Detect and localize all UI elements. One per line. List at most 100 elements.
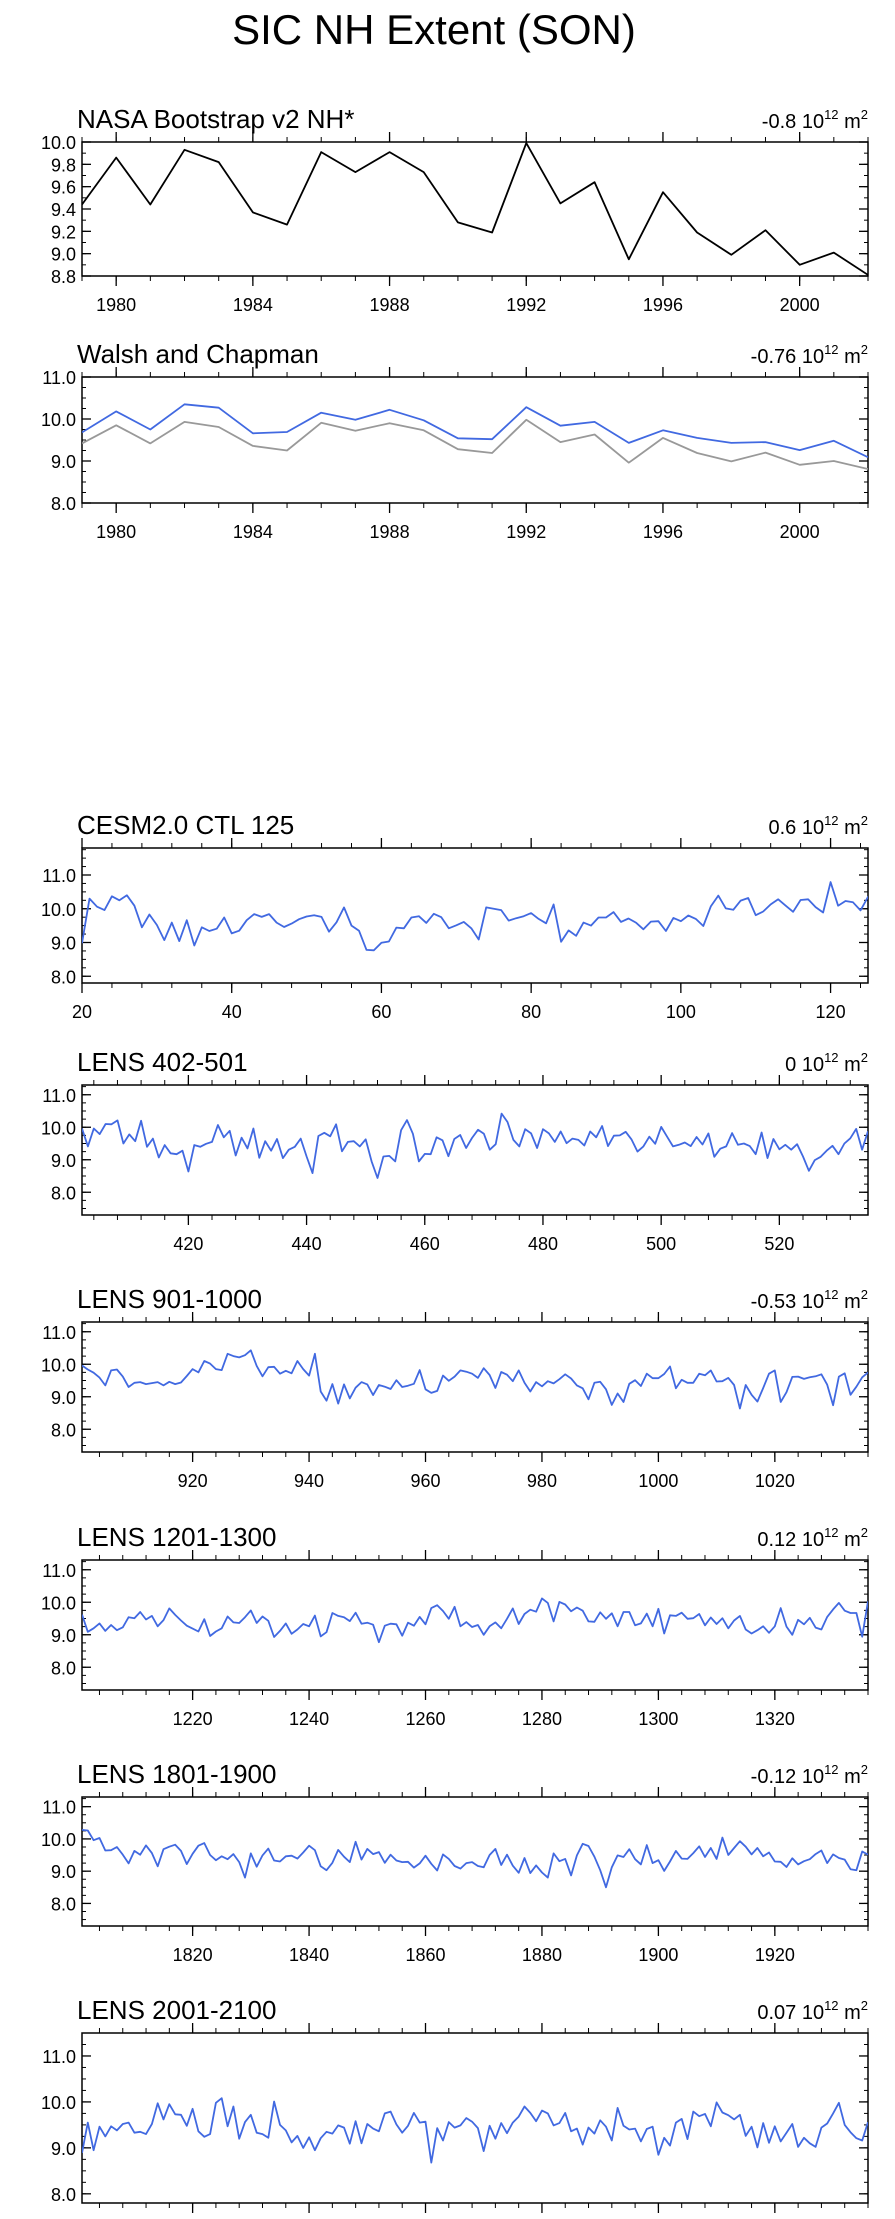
plot-frame bbox=[81, 1796, 869, 1927]
trend-value: -0.76 bbox=[751, 346, 797, 368]
panel-title: LENS 901-1000 bbox=[77, 1284, 262, 1314]
panel-5: LENS 901-1000 -0.53 1012 m2 8.0 9.0 10.0 11.0… bbox=[41, 1284, 869, 1491]
x-tick-label: 520 bbox=[764, 1234, 794, 1254]
trend-value: -0.12 bbox=[751, 1766, 797, 1788]
trend-label: -0.76 1012 m2 bbox=[751, 342, 868, 368]
y-tick-label: 9.0 bbox=[51, 1626, 76, 1646]
x-tick-label: 1900 bbox=[638, 1945, 678, 1965]
panels: NASA Bootstrap v2 NH* -0.8 1012 m28.89.09… bbox=[41, 104, 869, 2213]
y-tick-label: 10.0 bbox=[41, 900, 76, 920]
y-tick-label: 10.0 bbox=[41, 410, 76, 430]
plot-frame bbox=[81, 1084, 869, 1216]
y-tick-label: 11.0 bbox=[42, 1561, 76, 1581]
x-tick-label: 1240 bbox=[289, 1709, 329, 1729]
y-tick-label: 9.4 bbox=[51, 200, 76, 220]
panel-7: LENS 1801-1900 -0.12 1012 m2 8.0 9.0 10.0 11.… bbox=[41, 1759, 869, 1965]
plot-frame bbox=[81, 2032, 869, 2204]
x-tick-label: 20 bbox=[72, 1002, 92, 1022]
panel-title: LENS 1201-1300 bbox=[77, 1522, 276, 1552]
x-tick-label: 1992 bbox=[506, 295, 546, 315]
trend-label: -0.12 1012 m2 bbox=[751, 1762, 868, 1788]
panel-title: LENS 402-501 bbox=[77, 1047, 248, 1077]
panel-title: CESM2.0 CTL 125 bbox=[77, 810, 294, 840]
y-tick-label: 11.0 bbox=[42, 866, 76, 886]
trend-value: 0 bbox=[785, 1054, 796, 1076]
trend-value: 0.12 bbox=[757, 1529, 796, 1551]
y-tick-label: 10.0 bbox=[41, 1118, 76, 1138]
trend-value: -0.53 bbox=[751, 1291, 797, 1313]
y-tick-label: 9.0 bbox=[51, 934, 76, 954]
x-tick-label: 2000 bbox=[780, 522, 820, 542]
panel-8: LENS 2001-2100 0.07 1012 m2 8.0 9.0 10.0 11.0… bbox=[41, 1995, 869, 2213]
x-tick-label: 100 bbox=[666, 1002, 696, 1022]
y-tick-label: 8.0 bbox=[51, 1894, 76, 1914]
series-line-1 bbox=[82, 1829, 868, 1889]
x-tick-label: 1220 bbox=[173, 1709, 213, 1729]
x-tick-label: 1320 bbox=[755, 1709, 795, 1729]
plot-frame bbox=[81, 1321, 869, 1453]
panel-2: Walsh and Chapman -0.76 1012 m2 8.0 9.0 10.0… bbox=[41, 339, 869, 542]
y-tick-label: 8.0 bbox=[51, 1183, 76, 1203]
panel-3: CESM2.0 CTL 125 0.6 1012 m2 8.0 9.0 10.0 11.0… bbox=[41, 810, 869, 1022]
x-tick-label: 980 bbox=[527, 1471, 557, 1491]
plot-frame bbox=[81, 847, 869, 984]
y-tick-label: 9.2 bbox=[51, 222, 76, 242]
x-tick-label: 1020 bbox=[755, 1471, 795, 1491]
x-tick-label: 60 bbox=[371, 1002, 391, 1022]
series-line-1 bbox=[82, 403, 868, 459]
trend-value: 0.07 bbox=[757, 2002, 796, 2024]
x-tick-label: 1988 bbox=[370, 522, 410, 542]
x-tick-label: 1860 bbox=[405, 1945, 445, 1965]
panel-1: NASA Bootstrap v2 NH* -0.8 1012 m2 8.89.0 9… bbox=[41, 104, 869, 315]
x-tick-label: 2000 bbox=[780, 295, 820, 315]
panel-title: Walsh and Chapman bbox=[77, 339, 319, 369]
series-line-1 bbox=[82, 142, 868, 276]
trend-label: 0.12 1012 m2 bbox=[757, 1525, 868, 1551]
y-tick-label: 8.8 bbox=[51, 267, 76, 287]
trend-label: 0 1012 m2 bbox=[785, 1050, 868, 1076]
y-tick-label: 8.0 bbox=[51, 2185, 76, 2205]
y-tick-label: 9.0 bbox=[51, 1862, 76, 1882]
plot-frame bbox=[81, 1559, 869, 1691]
trend-label: 0.07 1012 m2 bbox=[757, 1998, 868, 2024]
x-tick-label: 920 bbox=[178, 1471, 208, 1491]
x-tick-label: 1992 bbox=[506, 522, 546, 542]
x-tick-label: 1980 bbox=[96, 295, 136, 315]
trend-value: -0.8 bbox=[762, 111, 796, 133]
x-tick-label: 80 bbox=[521, 1002, 541, 1022]
x-tick-label: 1980 bbox=[96, 522, 136, 542]
x-tick-label: 1300 bbox=[638, 1709, 678, 1729]
y-tick-label: 9.0 bbox=[51, 245, 76, 265]
panel-title: NASA Bootstrap v2 NH* bbox=[77, 104, 354, 134]
x-tick-label: 500 bbox=[646, 1234, 676, 1254]
x-tick-label: 1920 bbox=[755, 1945, 795, 1965]
y-tick-label: 10.0 bbox=[41, 1593, 76, 1613]
x-tick-label: 1260 bbox=[405, 1709, 445, 1729]
x-tick-label: 1820 bbox=[173, 1945, 213, 1965]
y-tick-label: 11.0 bbox=[42, 1086, 76, 1106]
series-line-1 bbox=[82, 2097, 868, 2164]
y-tick-label: 9.0 bbox=[51, 452, 76, 472]
y-tick-label: 10.0 bbox=[41, 1355, 76, 1375]
series-line-1 bbox=[82, 1349, 868, 1410]
series-line-1 bbox=[82, 1597, 868, 1644]
y-tick-label: 8.0 bbox=[51, 967, 76, 987]
x-tick-label: 1000 bbox=[638, 1471, 678, 1491]
plot-frame bbox=[81, 141, 869, 277]
series-line-2 bbox=[82, 418, 868, 470]
x-tick-label: 1988 bbox=[370, 295, 410, 315]
y-tick-label: 8.0 bbox=[51, 1420, 76, 1440]
y-tick-label: 10.0 bbox=[41, 1830, 76, 1850]
x-tick-label: 1984 bbox=[233, 522, 273, 542]
x-tick-label: 460 bbox=[410, 1234, 440, 1254]
plot-frame bbox=[81, 376, 869, 504]
panel-4: LENS 402-501 0 1012 m2 8.0 9.0 10.0 11.0 420 44… bbox=[41, 1047, 869, 1254]
x-tick-label: 1984 bbox=[233, 295, 273, 315]
y-tick-label: 11.0 bbox=[42, 2047, 76, 2067]
y-tick-label: 11.0 bbox=[42, 368, 76, 388]
panel-title: LENS 1801-1900 bbox=[77, 1759, 276, 1789]
y-tick-label: 9.0 bbox=[51, 1388, 76, 1408]
y-tick-label: 10.0 bbox=[41, 2093, 76, 2113]
y-tick-label: 9.0 bbox=[51, 2139, 76, 2159]
trend-value: 0.6 bbox=[768, 817, 796, 839]
